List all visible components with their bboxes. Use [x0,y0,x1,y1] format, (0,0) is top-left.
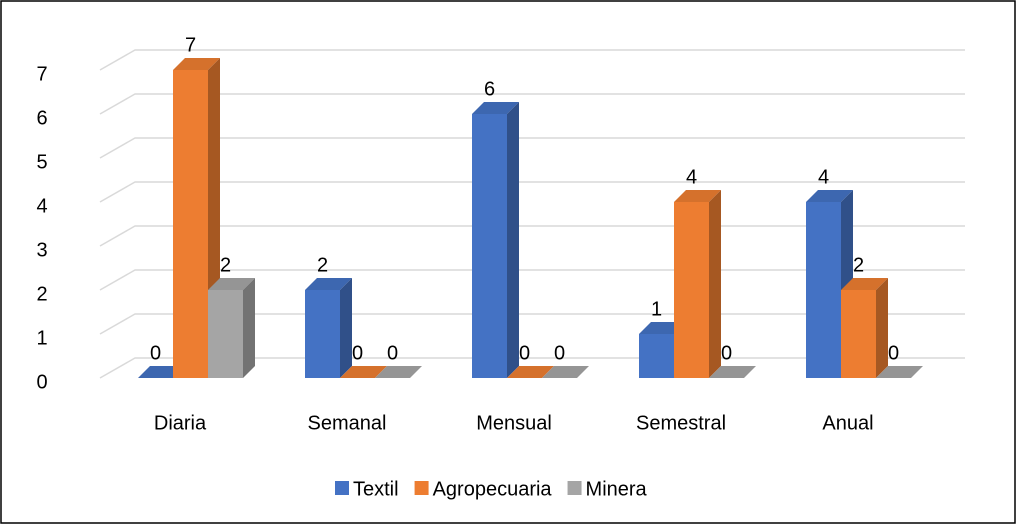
x-tick-label: Diaria [154,412,207,434]
bar [340,366,387,378]
value-label: 0 [721,342,732,364]
x-tick-label: Semestral [636,412,726,434]
value-label: 2 [220,254,231,276]
value-label: 1 [651,298,662,320]
grid-line [99,49,965,71]
value-label: 4 [818,166,829,188]
value-label: 0 [352,342,363,364]
bar-face [841,278,888,290]
bar-face [340,278,352,378]
legend-swatch [414,481,429,495]
value-label: 0 [150,342,161,364]
bar-face [841,290,876,378]
x-tick-label: Anual [822,412,873,434]
x-tick-label: Semanal [308,412,387,434]
value-label: 2 [317,254,328,276]
bar-face [806,190,853,202]
bar-face [173,70,208,378]
value-label: 0 [387,342,398,364]
bar-face [375,366,422,378]
bar-face [674,202,709,378]
bar-face [173,58,220,70]
y-tick-label: 6 [36,107,47,129]
y-tick-label: 3 [36,239,47,261]
bar-face [472,114,507,378]
bar [472,102,519,378]
bar-face [507,366,554,378]
bar-face [208,278,255,290]
legend-label: Minera [586,478,648,500]
value-label: 2 [853,254,864,276]
bar [208,278,255,378]
legend-label: Textil [353,478,399,500]
grid-line [99,181,965,203]
bar [542,366,589,378]
bar-face [243,278,255,378]
bar [876,366,923,378]
bar-face [876,278,888,378]
bar-face [876,366,923,378]
bar-face [674,190,721,202]
legend-swatch [335,481,349,495]
bar-face [639,334,674,378]
value-label: 4 [686,166,697,188]
y-tick-label: 7 [36,63,47,85]
bar-face [507,102,519,378]
bar-face [340,366,387,378]
bar-face [208,290,243,378]
bar-face [709,366,756,378]
y-tick-label: 0 [36,371,47,393]
bar-face [305,290,340,378]
bar [709,366,756,378]
grid-line [99,137,965,159]
bar [305,278,352,378]
value-label: 7 [185,34,196,56]
y-tick-label: 5 [36,151,47,173]
bar [674,190,721,378]
bar-face [709,190,721,378]
value-label: 0 [888,342,899,364]
y-tick-label: 2 [36,283,47,305]
bar [507,366,554,378]
legend-label: Agropecuaria [433,478,553,500]
grid-line [99,93,965,115]
legend-swatch [567,481,582,495]
bar-face [472,102,519,114]
value-label: 0 [519,342,530,364]
bar [841,278,888,378]
bar-face [806,202,841,378]
bar [375,366,422,378]
bar-face [542,366,589,378]
y-tick-label: 1 [36,327,47,349]
y-tick-label: 4 [36,195,47,217]
x-tick-label: Mensual [476,412,552,434]
value-label: 0 [554,342,565,364]
bar-face [305,278,352,290]
value-label: 6 [484,78,495,100]
